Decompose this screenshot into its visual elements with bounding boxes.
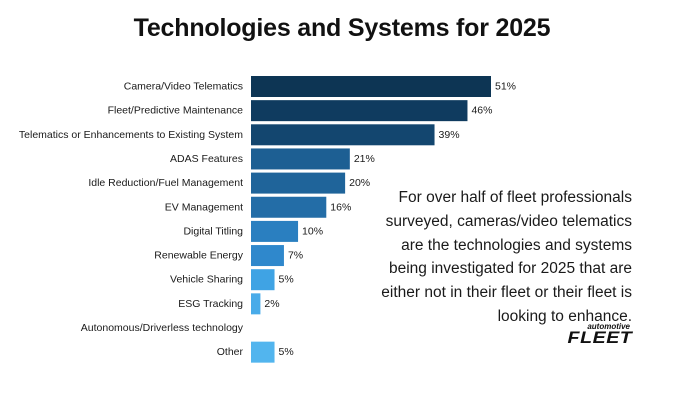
category-label: Camera/Video Telematics [124,81,243,93]
bar-value-label: 2% [264,298,279,310]
logo-small-text: automotive [587,322,630,331]
category-label: ADAS Features [170,153,243,165]
bar [251,220,299,242]
category-label: Fleet/Predictive Maintenance [108,105,244,117]
bar-value-label: 39% [439,129,460,141]
category-label: EV Management [165,201,243,213]
bar [251,245,284,267]
category-label: ESG Tracking [178,298,243,310]
bar-value-label: 51% [495,81,516,93]
category-label: Renewable Energy [154,250,243,262]
bar [251,100,468,122]
bar-value-label: 5% [279,274,294,286]
chart-title: Technologies and Systems for 2025 [133,14,551,42]
bar-value-label: 7% [288,250,303,262]
bar-value-label: 16% [330,201,351,213]
bar [251,172,346,194]
bar [251,124,435,146]
automotive-fleet-logo: automotive FLEET [546,322,632,347]
category-label: Idle Reduction/Fuel Management [88,177,243,189]
bar-value-label: 5% [279,346,294,358]
bar [251,293,261,315]
bar [251,148,350,170]
bar [251,341,275,363]
category-label: Telematics or Enhancements to Existing S… [19,129,243,141]
bar-value-label: 46% [471,105,492,117]
category-label: Other [217,346,244,358]
bar-value-label: 20% [349,177,370,189]
category-label: Digital Titling [183,225,243,237]
chart-annotation: For over half of fleet professionals sur… [381,189,632,325]
category-label: Vehicle Sharing [170,274,243,286]
logo-big-text: FLEET [567,328,632,347]
category-label: Autonomous/Driverless technology [81,322,244,334]
bar [251,196,327,218]
bar-value-label: 21% [354,153,375,165]
bar [251,76,491,97]
bar [251,269,275,291]
bar-value-label: 10% [302,225,323,237]
